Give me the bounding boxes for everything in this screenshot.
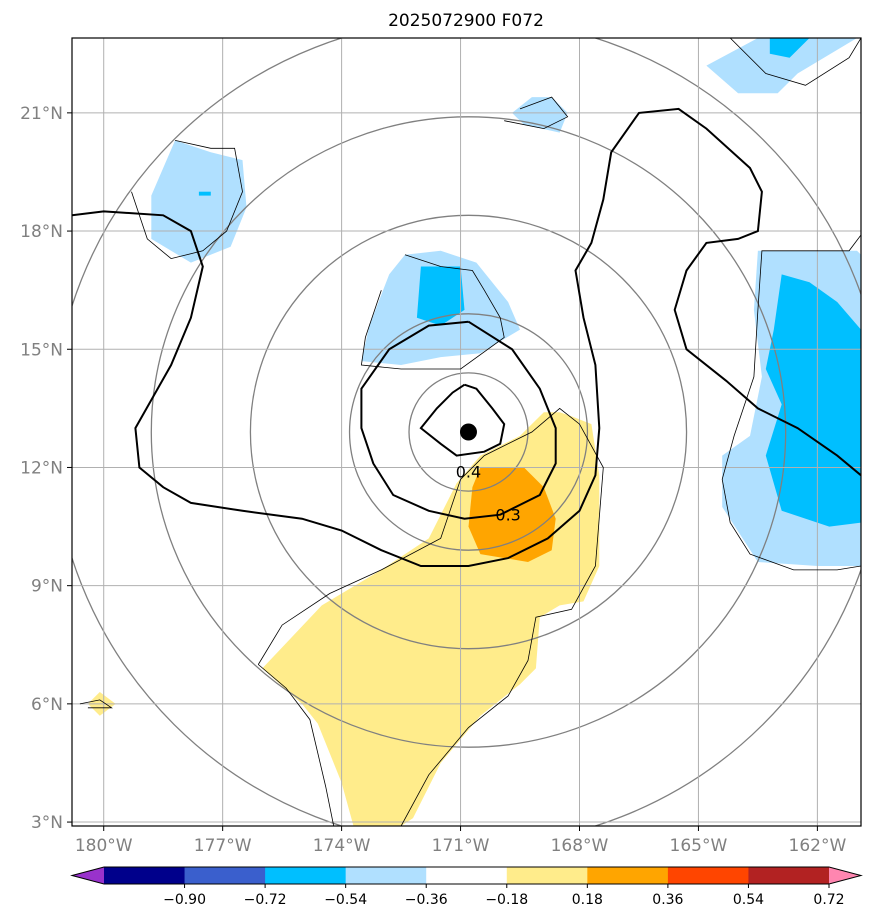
plot-area: 0.4 0.3 [72,38,861,826]
x-tick-label-6: 162°W [789,836,847,856]
thin-contour-5 [257,407,604,826]
colorbar-extend-high [829,867,861,884]
thin-contour-1 [131,140,243,260]
range-ring-0 [408,372,529,492]
colorbar-segment-7 [667,867,749,884]
thin-contour-3 [729,38,861,86]
x-tick-label-4: 168°W [551,836,609,856]
colorbar-segment-8 [748,867,830,884]
shaded-region-1 [468,467,556,562]
colorbar-segment-5 [506,867,588,884]
colorbar-label-5: 0.18 [572,892,603,908]
y-tick-label-2: 9°N [31,577,63,597]
colorbar-label-2: −0.54 [324,892,367,908]
range-ring-3 [150,116,787,748]
gridlines [72,38,861,826]
thin-contour-0 [360,254,505,370]
colorbar-segment-6 [587,867,669,884]
x-tick-label-2: 174°W [313,836,371,856]
colorbar-segment-2 [265,867,347,884]
colorbar-segment-3 [345,867,427,884]
thin-contour-7 [79,699,113,709]
contour-labels: 0.4 0.3 [456,462,521,525]
colorbar-outline [70,866,863,885]
y-tick-label-0: 3°N [31,813,63,833]
thin-contour-2 [504,96,569,130]
colorbar-label-0: −0.90 [163,892,206,908]
y-axis-ticks: 3°N 6°N 9°N 12°N 15°N 18°N 21°N [20,104,72,833]
colorbar: −0.90 −0.72 −0.54 −0.36 −0.18 0.18 0.36 0.54 0.7… [70,866,863,908]
range-ring-1 [348,313,589,551]
thin-contour-4 [721,234,861,571]
thick-contours [72,107,861,567]
colorbar-segment-0 [104,867,186,884]
colorbar-extend-low [72,867,104,884]
thin-contours [79,38,861,826]
range-rings [72,38,861,826]
shaded-region-4 [416,266,465,326]
x-tick-label-5: 165°W [670,836,728,856]
colorbar-label-6: 0.36 [652,892,683,908]
shaded-region-7 [512,97,568,133]
contour-label-0: 0.4 [456,462,481,481]
plot-frame [71,37,862,827]
colorbar-segment-4 [426,867,508,884]
thick-contour-1 [360,320,557,520]
x-axis-ticks: 180°W 177°W 174°W 171°W 168°W 165°W 162°W [75,826,847,856]
shaded-region-9 [769,38,810,58]
x-tick-label-0: 180°W [75,836,133,856]
shaded-region-11 [765,274,861,527]
chart-title: 2025072900 F072 [388,11,544,31]
y-tick-label-3: 12°N [20,458,63,478]
y-tick-label-5: 18°N [20,222,63,242]
y-tick-label-4: 15°N [20,340,63,360]
contour-label-1: 0.3 [495,506,520,525]
shaded-region-0 [262,412,600,826]
colorbar-segment-1 [184,867,266,884]
colorbar-label-1: −0.72 [244,892,287,908]
x-tick-label-1: 177°W [194,836,252,856]
colorbar-label-3: −0.36 [405,892,448,908]
colorbar-label-4: −0.18 [485,892,528,908]
colorbar-label-8: 0.72 [813,892,844,908]
shaded-region-5 [151,140,247,263]
colorbar-label-7: 0.54 [733,892,764,908]
thick-contour-0 [72,107,861,567]
x-tick-label-3: 171°W [432,836,490,856]
thin-contour-6 [258,664,335,826]
y-tick-label-6: 21°N [20,104,63,124]
thick-contour-2 [419,383,506,457]
storm-center-marker [459,423,477,441]
y-tick-label-1: 6°N [31,695,63,715]
shaded-region-6 [198,191,211,196]
range-ring-2 [249,214,688,650]
